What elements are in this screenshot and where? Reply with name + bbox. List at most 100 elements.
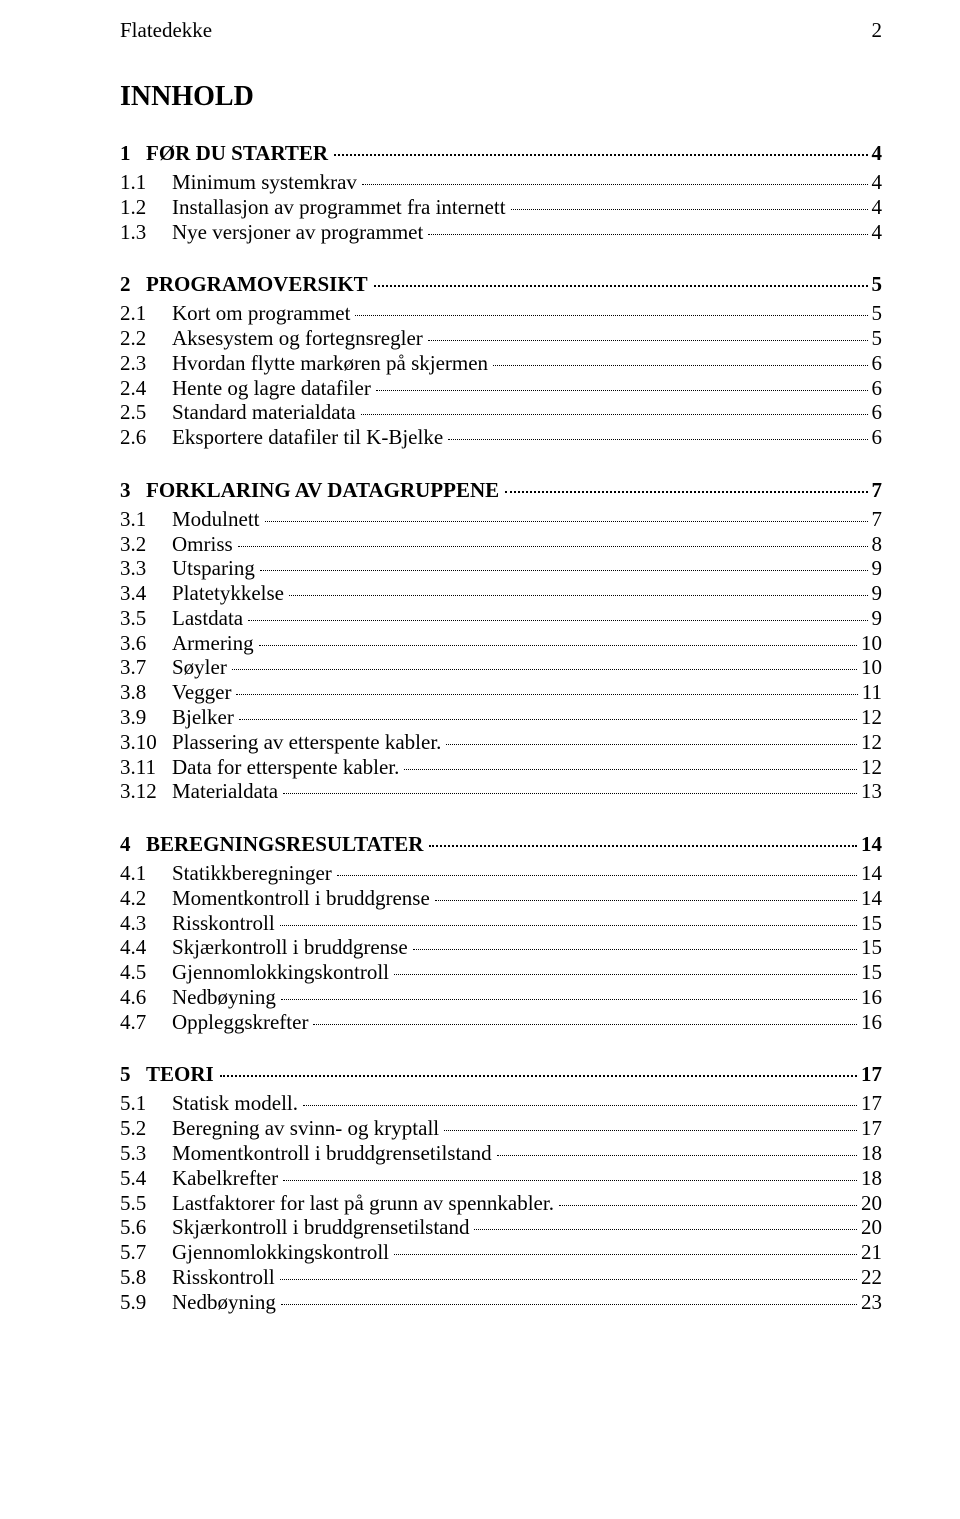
toc-entry-number: 5.4	[120, 1166, 172, 1191]
toc-entry[interactable]: 4.5Gjennomlokkingskontroll15	[120, 960, 882, 985]
toc-entry-page: 20	[861, 1215, 882, 1240]
toc-entry[interactable]: 3.1Modulnett7	[120, 507, 882, 532]
toc-entry-number: 3.8	[120, 680, 172, 705]
toc-entry-label: Aksesystem og fortegnsregler	[172, 326, 423, 351]
toc-entry-page: 20	[861, 1191, 882, 1216]
toc-leader-dots	[446, 744, 857, 745]
toc-entry-page: 18	[861, 1141, 882, 1166]
toc-entry[interactable]: 3.10Plassering av etterspente kabler.12	[120, 730, 882, 755]
toc-entry[interactable]: 5.4Kabelkrefter18	[120, 1166, 882, 1191]
toc-title: INNHOLD	[120, 81, 882, 113]
toc-entry[interactable]: 5.7Gjennomlokkingskontroll21	[120, 1240, 882, 1265]
toc-entry[interactable]: 3.5Lastdata9	[120, 606, 882, 631]
toc-leader-dots	[474, 1229, 857, 1230]
toc-entry-page: 12	[861, 705, 882, 730]
toc-entry-number: 3.3	[120, 556, 172, 581]
toc-entry[interactable]: 4.1Statikkberegninger14	[120, 861, 882, 886]
toc-section-heading[interactable]: 1FØR DU STARTER4	[120, 141, 882, 166]
toc-entry-page: 9	[872, 581, 883, 606]
toc-leader-dots	[413, 949, 857, 950]
toc-entry-label: Armering	[172, 631, 254, 656]
toc-section-title: TEORI	[146, 1062, 214, 1087]
toc-section-heading[interactable]: 4BEREGNINGSRESULTATER14	[120, 832, 882, 857]
toc-section-heading[interactable]: 2PROGRAMOVERSIKT5	[120, 272, 882, 297]
toc-entry-page: 10	[861, 631, 882, 656]
toc-entry-number: 3.11	[120, 755, 172, 780]
toc-entry-page: 7	[872, 507, 883, 532]
toc-section-page: 4	[872, 141, 883, 166]
toc-entry-number: 4.4	[120, 935, 172, 960]
toc-section-number: 1	[120, 141, 146, 166]
toc-section-heading[interactable]: 5TEORI17	[120, 1062, 882, 1087]
toc-entry[interactable]: 2.2Aksesystem og fortegnsregler5	[120, 326, 882, 351]
toc-entry-number: 3.12	[120, 779, 172, 804]
toc-entry-number: 4.6	[120, 985, 172, 1010]
toc-entry[interactable]: 4.3Risskontroll15	[120, 911, 882, 936]
toc-entry[interactable]: 5.5Lastfaktorer for last på grunn av spe…	[120, 1191, 882, 1216]
toc-entry-page: 6	[872, 400, 883, 425]
toc-leader-dots	[280, 925, 857, 926]
toc-section-page: 17	[861, 1062, 882, 1087]
toc-entry[interactable]: 4.4Skjærkontroll i bruddgrense15	[120, 935, 882, 960]
toc-entry[interactable]: 3.8Vegger11	[120, 680, 882, 705]
toc-entry-page: 9	[872, 556, 883, 581]
toc-leader-dots	[283, 793, 857, 794]
toc-entry[interactable]: 1.1Minimum systemkrav4	[120, 170, 882, 195]
toc-entry-page: 16	[861, 985, 882, 1010]
toc-entry[interactable]: 5.8Risskontroll22	[120, 1265, 882, 1290]
toc-entry-number: 3.2	[120, 532, 172, 557]
toc-entry-number: 5.3	[120, 1141, 172, 1166]
toc-entry[interactable]: 1.3Nye versjoner av programmet4	[120, 220, 882, 245]
toc-entry-label: Søyler	[172, 655, 227, 680]
toc-leader-dots	[559, 1205, 857, 1206]
toc-entry-page: 10	[861, 655, 882, 680]
toc-entry[interactable]: 5.9Nedbøyning23	[120, 1290, 882, 1315]
toc-entry-number: 2.4	[120, 376, 172, 401]
toc-entry-label: Plassering av etterspente kabler.	[172, 730, 441, 755]
toc-leader-dots	[448, 439, 867, 440]
toc-entry-number: 5.9	[120, 1290, 172, 1315]
toc-entry[interactable]: 3.11Data for etterspente kabler.12	[120, 755, 882, 780]
toc-entry[interactable]: 3.3Utsparing9	[120, 556, 882, 581]
toc-entry-number: 5.5	[120, 1191, 172, 1216]
toc-entry-number: 5.7	[120, 1240, 172, 1265]
toc-entry[interactable]: 4.6Nedbøyning16	[120, 985, 882, 1010]
toc-entry[interactable]: 4.2Momentkontroll i bruddgrense14	[120, 886, 882, 911]
toc-entry[interactable]: 5.2Beregning av svinn- og kryptall17	[120, 1116, 882, 1141]
toc-entry[interactable]: 5.6Skjærkontroll i bruddgrensetilstand20	[120, 1215, 882, 1240]
toc-entry-page: 11	[862, 680, 882, 705]
toc-entry[interactable]: 3.2Omriss8	[120, 532, 882, 557]
toc-leader-dots	[303, 1105, 857, 1106]
toc-entry[interactable]: 3.9Bjelker12	[120, 705, 882, 730]
toc-section-number: 4	[120, 832, 146, 857]
toc-entry-page: 12	[861, 730, 882, 755]
toc-leader-dots	[374, 285, 868, 287]
toc-entry[interactable]: 2.1Kort om programmet5	[120, 301, 882, 326]
toc-entry[interactable]: 3.7Søyler10	[120, 655, 882, 680]
toc-entry[interactable]: 2.6Eksportere datafiler til K-Bjelke6	[120, 425, 882, 450]
toc-entry-page: 15	[861, 935, 882, 960]
toc-entry-label: Lastdata	[172, 606, 243, 631]
toc-section-heading[interactable]: 3FORKLARING AV DATAGRUPPENE7	[120, 478, 882, 503]
toc-entry[interactable]: 4.7Oppleggskrefter 16	[120, 1010, 882, 1035]
toc-entry[interactable]: 3.12Materialdata13	[120, 779, 882, 804]
toc-entry[interactable]: 2.3Hvordan flytte markøren på skjermen6	[120, 351, 882, 376]
toc-entry[interactable]: 2.4Hente og lagre datafiler6	[120, 376, 882, 401]
toc-leader-dots	[428, 234, 867, 235]
toc-entry-label: Gjennomlokkingskontroll	[172, 1240, 389, 1265]
toc-section-page: 5	[872, 272, 883, 297]
toc-entry-label: Kort om programmet	[172, 301, 350, 326]
toc-entry[interactable]: 3.6Armering10	[120, 631, 882, 656]
document-page: Flatedekke 2 INNHOLD 1FØR DU STARTER41.1…	[0, 0, 960, 1354]
toc-entry-number: 4.1	[120, 861, 172, 886]
toc-entry-page: 23	[861, 1290, 882, 1315]
toc-entry[interactable]: 1.2Installasjon av programmet fra intern…	[120, 195, 882, 220]
toc-entry[interactable]: 3.4Platetykkelse9	[120, 581, 882, 606]
toc-entry[interactable]: 5.1Statisk modell.17	[120, 1091, 882, 1116]
toc-entry-page: 16	[861, 1010, 882, 1035]
toc-leader-dots	[220, 1075, 857, 1077]
toc-entry-number: 4.7	[120, 1010, 172, 1035]
toc-entry[interactable]: 5.3Momentkontroll i bruddgrensetilstand1…	[120, 1141, 882, 1166]
toc-entry[interactable]: 2.5Standard materialdata6	[120, 400, 882, 425]
toc-entry-label: Oppleggskrefter	[172, 1010, 308, 1035]
